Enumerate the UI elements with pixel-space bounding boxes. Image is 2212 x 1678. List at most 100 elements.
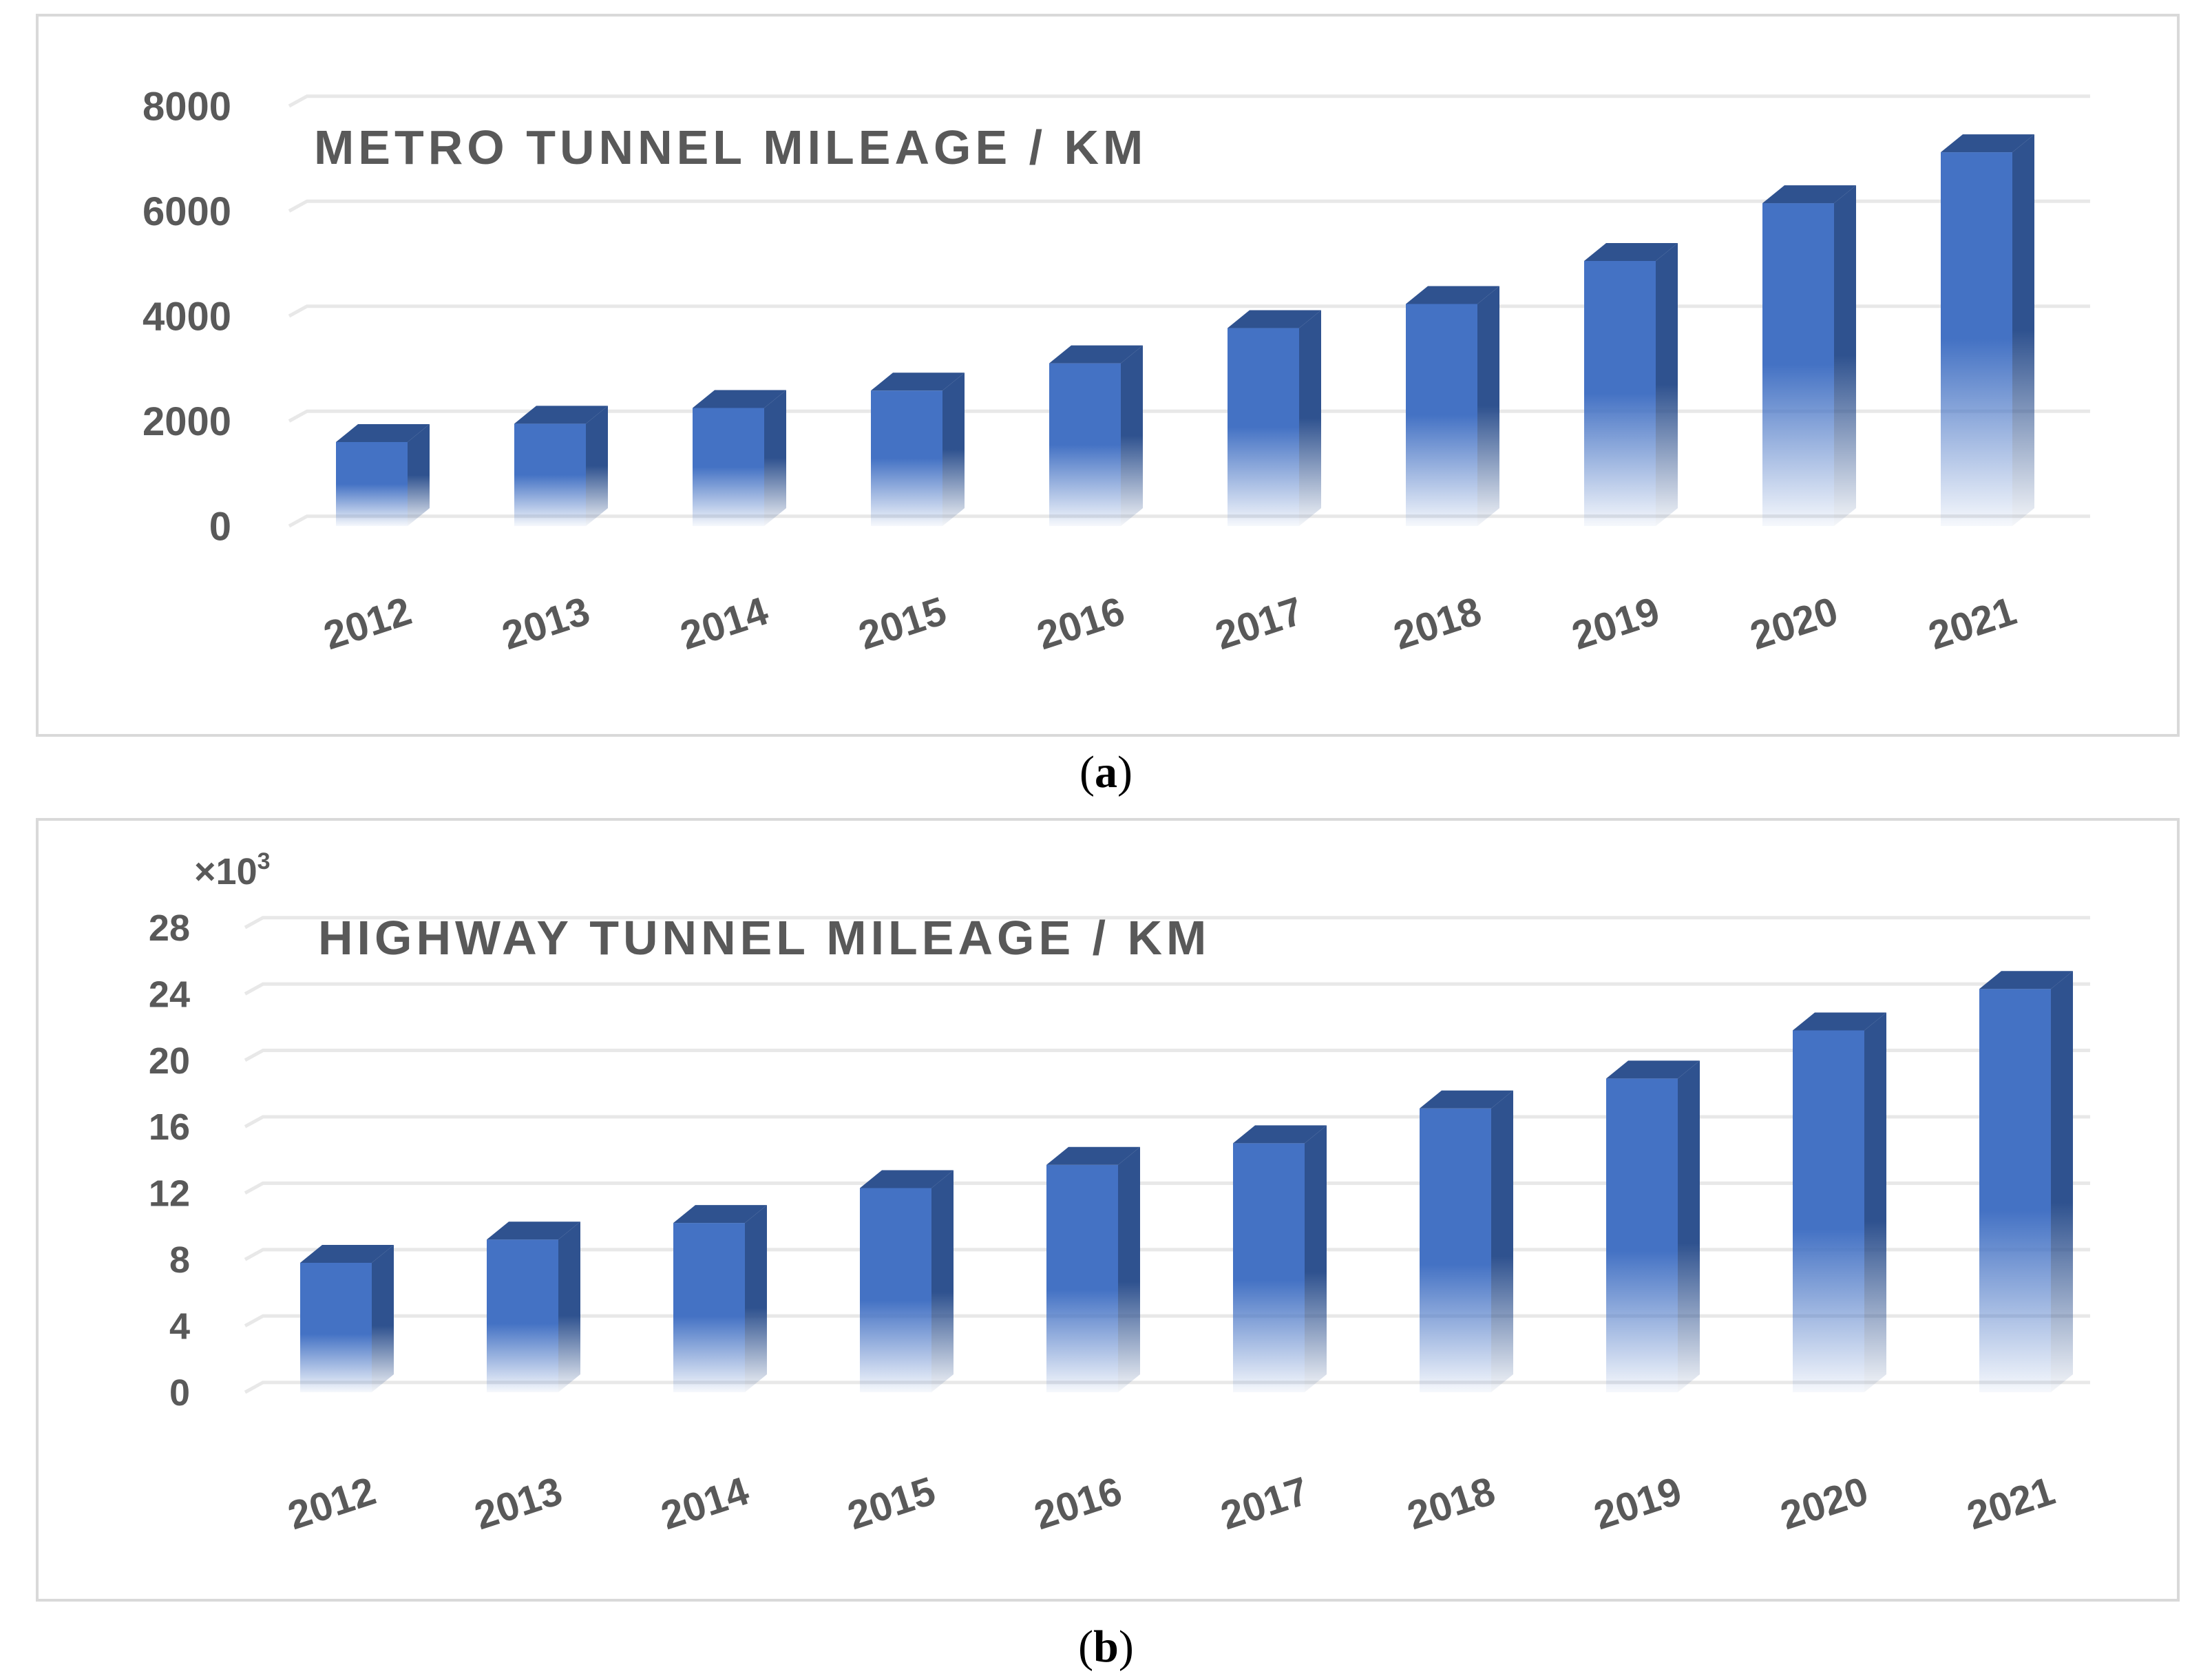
bar-front xyxy=(1606,1078,1678,1392)
bar-front xyxy=(1762,203,1834,526)
bar xyxy=(1049,345,1143,526)
gridline xyxy=(288,199,2090,213)
bar xyxy=(514,406,608,526)
bar-front xyxy=(1941,152,2012,527)
caption-b-letter: b xyxy=(1093,1622,1119,1672)
bar-top xyxy=(673,1205,767,1224)
bar-side xyxy=(558,1221,580,1392)
y-tick-label: 4000 xyxy=(143,294,231,339)
bar-front xyxy=(514,423,586,526)
bar-side xyxy=(1491,1090,1513,1392)
x-tick-label: 2015 xyxy=(854,589,952,659)
bar-top xyxy=(1941,134,2034,153)
y-tick-label: 6000 xyxy=(143,189,231,234)
y-tick-label: 8 xyxy=(169,1239,190,1281)
bar-side xyxy=(372,1244,394,1392)
bar-top xyxy=(693,390,786,408)
caption-a-letter: a xyxy=(1095,747,1117,797)
bar-top xyxy=(1584,242,1678,261)
bar-front xyxy=(871,390,942,526)
y-tick-label: 8000 xyxy=(143,84,231,129)
bar xyxy=(1762,185,1856,526)
highway-chart-panel: 0 4 8 12 16 20 24 28 2012 2013 2014 2015 2016 2017 201… xyxy=(36,818,2180,1602)
x-tick-label: 2016 xyxy=(1032,589,1130,659)
caption-a: (a) xyxy=(1079,747,1133,797)
x-tick-label: 2017 xyxy=(1216,1469,1314,1539)
bar-front xyxy=(693,408,764,526)
bar-top xyxy=(860,1170,954,1188)
x-tick-label: 2012 xyxy=(283,1469,381,1539)
bar-side xyxy=(1305,1125,1327,1392)
y-tick-label: 28 xyxy=(149,908,190,949)
x-tick-label: 2018 xyxy=(1402,1469,1501,1539)
bar xyxy=(1420,1090,1513,1392)
bar-side xyxy=(408,424,430,526)
bar-side xyxy=(1121,345,1143,526)
bar xyxy=(1406,286,1499,526)
bar-side xyxy=(942,373,965,526)
bar-front xyxy=(1979,989,2051,1392)
bar-top xyxy=(487,1221,580,1240)
bar-side xyxy=(1477,286,1499,526)
x-tick-label: 2020 xyxy=(1776,1469,1874,1539)
y-tick-label: 0 xyxy=(209,504,231,549)
bar xyxy=(860,1170,954,1392)
y-unit-label: ×103 xyxy=(194,848,271,893)
x-tick-label: 2019 xyxy=(1589,1469,1687,1539)
x-tick-label: 2014 xyxy=(656,1469,755,1539)
bar-front xyxy=(1793,1030,1864,1392)
bar-top xyxy=(1233,1125,1327,1144)
gridline xyxy=(244,982,2090,996)
bar xyxy=(300,1244,394,1392)
bar-front xyxy=(673,1223,745,1392)
bar-front xyxy=(1584,260,1656,526)
x-tick-label: 2013 xyxy=(470,1469,568,1539)
bar xyxy=(1941,134,2034,527)
bar-front xyxy=(336,442,408,526)
bar-side xyxy=(586,406,608,526)
bar-side xyxy=(931,1170,954,1392)
bar xyxy=(871,373,965,526)
bar-side xyxy=(1678,1060,1700,1392)
bar-front xyxy=(1228,328,1299,526)
x-tick-label: 2017 xyxy=(1210,589,1309,659)
metro-chart-panel: 0 2000 4000 6000 8000 2012 2013 2014 2015 2016 201… xyxy=(36,14,2180,737)
bar-top xyxy=(1762,185,1856,204)
gridline xyxy=(244,1049,2090,1062)
metro-chart-canvas: 0 2000 4000 6000 8000 2012 2013 2014 2015 2016 201… xyxy=(143,84,2090,659)
bar-top xyxy=(1046,1146,1140,1165)
bar-top xyxy=(1606,1060,1700,1079)
x-tick-label: 2013 xyxy=(497,589,596,659)
bar xyxy=(487,1221,580,1392)
y-tick-label: 20 xyxy=(149,1040,190,1082)
x-tick-label: 2021 xyxy=(1962,1469,2061,1539)
bar-side xyxy=(1864,1012,1886,1392)
bar xyxy=(1979,971,2073,1392)
bar-front xyxy=(1233,1143,1305,1392)
y-tick-label: 4 xyxy=(169,1305,190,1347)
bar xyxy=(693,390,786,526)
bar-front xyxy=(1420,1108,1491,1392)
highway-chart-canvas: 0 4 8 12 16 20 24 28 2012 2013 2014 2015 2016 2017 201… xyxy=(149,908,2090,1539)
x-tick-label: 2018 xyxy=(1389,589,1487,659)
bar xyxy=(1228,310,1321,526)
bar xyxy=(1793,1012,1886,1392)
bar xyxy=(673,1205,767,1392)
bar-top xyxy=(336,424,430,442)
bar-side xyxy=(1118,1146,1140,1392)
y-tick-label: 16 xyxy=(149,1107,190,1148)
bar-front xyxy=(1049,363,1121,526)
bar-side xyxy=(1834,185,1856,526)
bar-front xyxy=(1406,304,1477,526)
bar-side xyxy=(745,1205,767,1392)
y-tick-label: 12 xyxy=(149,1173,190,1215)
gridline xyxy=(288,94,2090,108)
bar-top xyxy=(300,1244,394,1263)
x-tick-label: 2014 xyxy=(675,589,774,659)
y-tick-label: 24 xyxy=(149,974,190,1015)
bar-top xyxy=(1793,1012,1886,1031)
x-tick-label: 2015 xyxy=(843,1469,941,1539)
x-tick-label: 2019 xyxy=(1567,589,1665,659)
metro-chart-title: METRO TUNNEL MILEAGE / KM xyxy=(314,120,1148,174)
caption-b: (b) xyxy=(1078,1622,1134,1672)
